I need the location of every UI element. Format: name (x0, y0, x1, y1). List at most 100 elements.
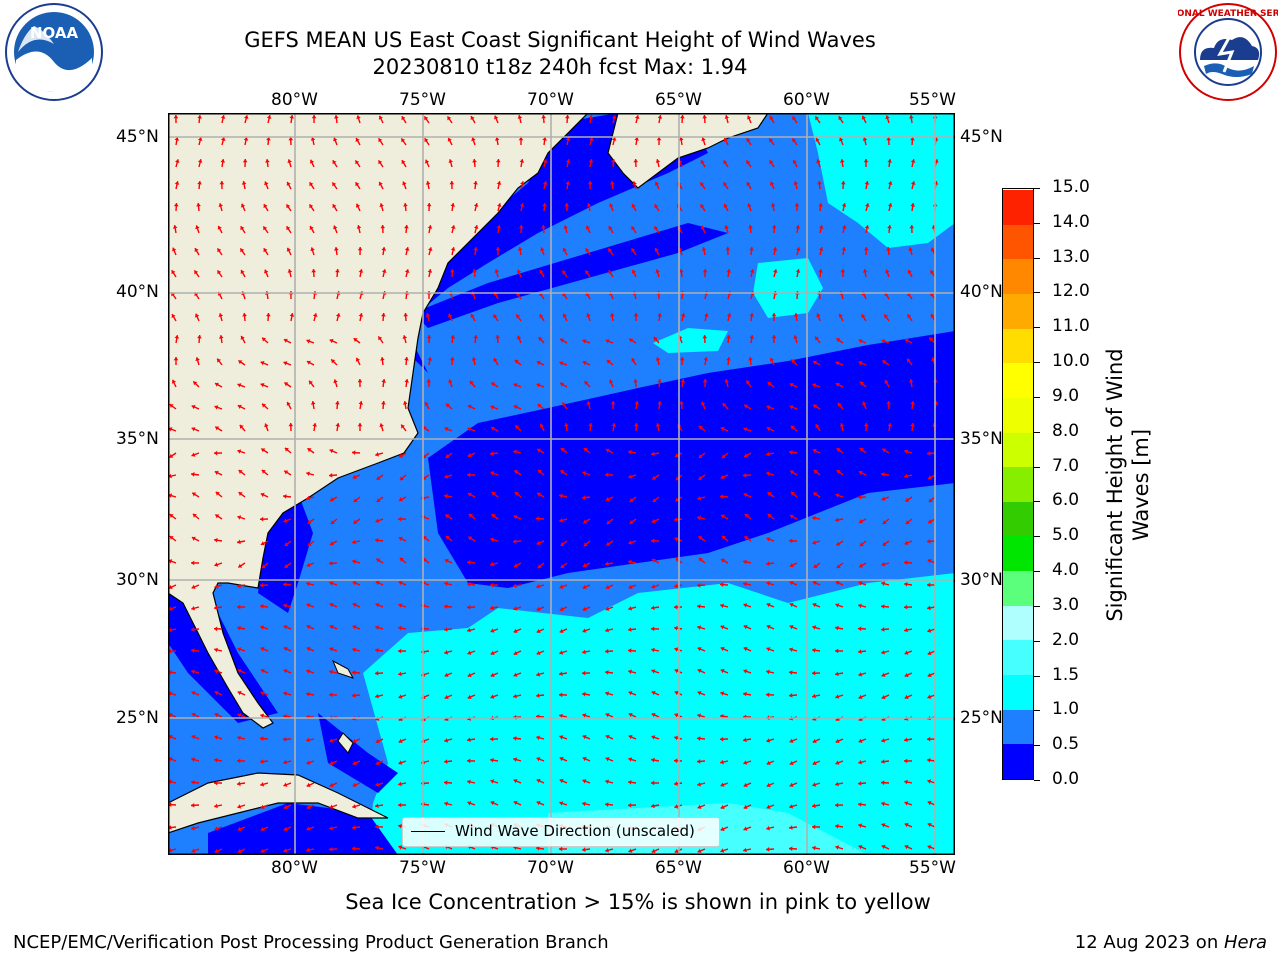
wind-wave-arrowhead (701, 137, 706, 142)
wind-wave-arrowhead (490, 405, 495, 410)
wind-wave-arrowhead (904, 473, 908, 479)
wind-wave-arrowhead (490, 628, 495, 633)
wind-wave-arrowhead (425, 181, 431, 185)
wind-wave-arrowhead (680, 379, 686, 383)
wind-wave-arrowhead (812, 448, 817, 454)
wind-wave-arrowhead (398, 625, 402, 631)
wind-wave-arrowhead (283, 759, 287, 765)
wind-wave-arrowhead (835, 671, 839, 677)
wind-wave-arrowhead (514, 563, 519, 568)
colorbar-tick-mark (1034, 780, 1040, 781)
wind-wave-arrowhead (329, 473, 333, 478)
lon-label-bottom: 75°W (399, 858, 446, 878)
wind-wave-arrowhead (632, 181, 637, 186)
wind-wave-arrowhead (905, 497, 910, 502)
wind-wave-arrowhead (769, 160, 774, 165)
wind-wave-arrowhead (444, 716, 449, 721)
wind-wave-arrowhead (565, 159, 571, 163)
wind-wave-arrowhead (264, 269, 269, 274)
wind-wave-arrowhead (284, 382, 289, 387)
wind-wave-arrowhead (470, 116, 475, 120)
wind-wave-arrowhead (743, 804, 748, 810)
wind-wave-arrowhead (472, 159, 477, 163)
wind-wave-arrowhead (238, 563, 243, 568)
wind-wave-arrowhead (444, 427, 449, 432)
wind-wave-arrowhead (907, 358, 911, 363)
wind-wave-arrowhead (605, 670, 609, 675)
wind-wave-arrowhead (723, 203, 728, 208)
wind-wave-arrowhead (376, 558, 381, 563)
wind-wave-arrowhead (697, 848, 702, 853)
noaa-logo: NOAA (4, 2, 104, 102)
wind-wave-arrowhead (191, 606, 195, 611)
wind-wave-arrowhead (283, 361, 288, 366)
wind-wave-arrowhead (169, 536, 174, 540)
wind-wave-arrowhead (881, 604, 885, 609)
wind-wave-arrowhead (424, 159, 430, 164)
wind-wave-arrowhead (862, 137, 868, 141)
colorbar-tick-mark (1034, 362, 1040, 364)
wind-wave-arrowhead (835, 823, 839, 829)
colorbar-tick-label: 12.0 (1052, 281, 1090, 302)
colorbar-tick-mark (1034, 292, 1040, 294)
wind-wave-arrowhead (329, 738, 334, 743)
wind-wave-arrowhead (375, 845, 379, 851)
wind-wave-arrowhead (309, 226, 314, 230)
wind-wave-arrowhead (651, 518, 656, 524)
wind-wave-arrowhead (261, 469, 266, 474)
wind-wave-arrowhead (609, 203, 614, 208)
wind-wave-arrowhead (288, 423, 294, 427)
wind-wave-arrowhead (652, 475, 657, 480)
wind-wave-arrowhead (355, 160, 360, 165)
wind-wave-arrowhead (697, 647, 702, 652)
wind-wave-arrowhead (352, 846, 356, 851)
wind-wave-arrowhead (467, 404, 472, 409)
wind-wave-arrowhead (652, 498, 657, 503)
wind-wave-arrowhead (724, 379, 730, 383)
wind-wave-arrowhead (721, 558, 725, 563)
wind-wave-arrowhead (243, 137, 249, 141)
wind-wave-arrowhead (559, 756, 564, 762)
wind-wave-arrowhead (444, 604, 448, 609)
wind-wave-arrowhead (240, 226, 245, 231)
wind-wave-arrowhead (789, 647, 793, 652)
wind-wave-arrowhead (286, 247, 291, 252)
wind-wave-arrowhead (789, 581, 794, 586)
wind-wave-arrowhead (237, 625, 241, 631)
wind-wave-arrowhead (863, 423, 869, 427)
wind-wave-arrowhead (582, 563, 587, 568)
wind-wave-arrowhead (352, 760, 357, 766)
wind-wave-arrowhead (559, 584, 564, 589)
wind-wave-arrowhead (789, 405, 794, 410)
wind-wave-arrowhead (674, 735, 678, 741)
wind-wave-arrowhead (930, 270, 935, 275)
wind-wave-arrowhead (237, 713, 242, 718)
wind-wave-arrowhead (537, 564, 542, 569)
wind-wave-arrowhead (239, 424, 244, 429)
wind-wave-arrowhead (812, 670, 816, 676)
wind-wave-arrowhead (861, 314, 866, 319)
wind-wave-arrowhead (748, 225, 753, 229)
wind-wave-arrowhead (536, 672, 541, 677)
wind-wave-arrowhead (398, 603, 403, 608)
wind-wave-arrowhead (766, 692, 770, 698)
wind-wave-arrowhead (217, 225, 222, 230)
map-legend: Wind Wave Direction (unscaled) (402, 817, 720, 847)
wind-wave-arrowhead (720, 691, 725, 696)
wind-wave-arrowhead (195, 357, 200, 362)
sea-ice-note: Sea Ice Concentration > 15% is shown in … (345, 890, 931, 914)
wind-wave-arrowhead (260, 713, 264, 719)
wind-wave-arrowhead (352, 581, 357, 586)
wind-wave-arrowhead (697, 625, 702, 630)
wind-wave-arrowhead (836, 338, 841, 343)
colorbar-tick-mark (1034, 222, 1040, 224)
wind-wave-arrowhead (467, 604, 471, 610)
wind-wave-arrowhead (559, 735, 564, 740)
wind-wave-arrowhead (491, 514, 496, 519)
wind-wave-arrowhead (881, 496, 886, 501)
wind-wave-arrowhead (654, 226, 659, 231)
wind-wave-arrowhead (858, 494, 862, 500)
wind-wave-arrowhead (835, 493, 840, 498)
wind-wave-arrowhead (881, 738, 886, 743)
wind-wave-arrowhead (536, 846, 540, 851)
